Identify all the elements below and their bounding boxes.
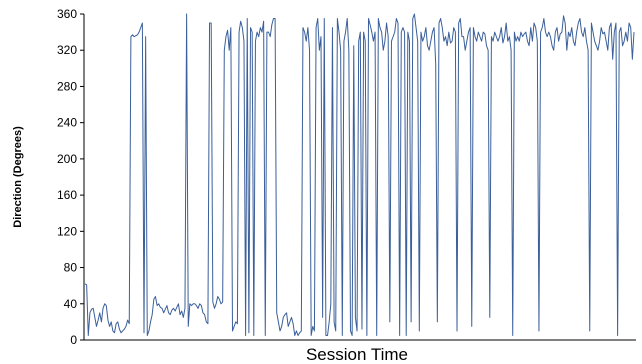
y-tick-label: 0 (70, 333, 77, 347)
y-tick-label: 40 (64, 297, 78, 311)
y-axis-ticks (80, 13, 84, 341)
y-axis-tick-labels: 0 40 80 120 160 200 240 280 320 360 (57, 7, 77, 347)
y-tick-label: 280 (57, 79, 77, 93)
y-tick-label: 160 (57, 188, 77, 202)
y-tick-label: 80 (64, 261, 78, 275)
y-tick-label: 120 (57, 224, 77, 238)
y-tick-label: 240 (57, 116, 77, 130)
series-line-direction (84, 13, 635, 336)
y-tick-label: 200 (57, 152, 77, 166)
x-axis-title: Session Time (306, 345, 408, 364)
y-axis-title: Direction (Degrees) (12, 126, 24, 228)
y-tick-label: 320 (57, 43, 77, 57)
y-tick-label: 360 (57, 7, 77, 21)
